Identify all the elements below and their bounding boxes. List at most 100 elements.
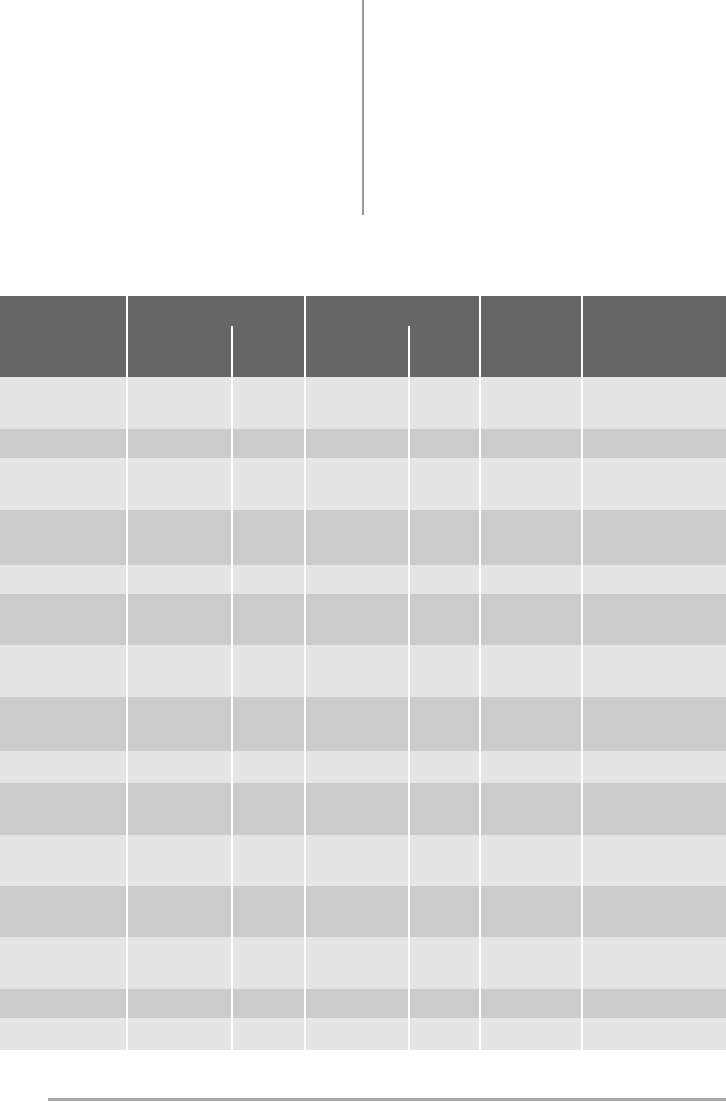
table-cell — [583, 697, 726, 751]
column-divider-line — [362, 0, 364, 215]
table-cell — [231, 429, 233, 458]
table-cell — [408, 565, 410, 594]
table-cell — [583, 937, 726, 989]
table-cell — [408, 594, 410, 645]
table-cell — [408, 1018, 410, 1050]
table-row — [0, 989, 726, 1018]
table-cell — [408, 783, 410, 835]
table-cell — [128, 1018, 304, 1050]
table-row — [0, 937, 726, 989]
table-cell — [583, 458, 726, 510]
table-cell — [231, 989, 233, 1018]
table-cell — [306, 458, 479, 510]
table-cell — [128, 989, 304, 1018]
table-cell — [583, 989, 726, 1018]
table-cell — [408, 510, 410, 565]
table-row — [0, 835, 726, 886]
table-row — [0, 783, 726, 835]
table-cell — [128, 645, 304, 697]
table-cell — [583, 886, 726, 937]
table-cell — [481, 1018, 581, 1050]
table-cell — [481, 989, 581, 1018]
table-cell — [481, 594, 581, 645]
table-row — [0, 886, 726, 937]
table-cell — [408, 989, 410, 1018]
data-table — [0, 296, 726, 1050]
table-row — [0, 565, 726, 594]
table-cell — [481, 429, 581, 458]
table-cell — [408, 697, 410, 751]
table-cell — [0, 458, 126, 510]
table-cell — [231, 458, 233, 510]
table-cell — [0, 989, 126, 1018]
header-cell — [306, 296, 479, 377]
table-cell — [306, 377, 479, 429]
table-row — [0, 429, 726, 458]
table-cell — [0, 886, 126, 937]
table-cell — [583, 751, 726, 783]
table-cell — [128, 594, 304, 645]
table-cell — [128, 510, 304, 565]
table-row — [0, 751, 726, 783]
table-cell — [408, 886, 410, 937]
table-cell — [128, 835, 304, 886]
table-cell — [306, 937, 479, 989]
table-cell — [231, 1018, 233, 1050]
table-cell — [408, 429, 410, 458]
table-cell — [0, 429, 126, 458]
table-cell — [128, 751, 304, 783]
table-cell — [231, 565, 233, 594]
table-row — [0, 377, 726, 429]
table-cell — [408, 835, 410, 886]
header-cell — [0, 296, 126, 377]
table-cell — [481, 937, 581, 989]
table-cell — [481, 645, 581, 697]
table-cell — [306, 783, 479, 835]
footer-rule — [48, 1098, 726, 1101]
table-cell — [231, 886, 233, 937]
header-cell — [128, 296, 304, 377]
table-cell — [0, 645, 126, 697]
table-cell — [0, 594, 126, 645]
table-cell — [583, 1018, 726, 1050]
table-cell — [0, 1018, 126, 1050]
table-cell — [583, 510, 726, 565]
table-cell — [306, 594, 479, 645]
table-cell — [128, 377, 304, 429]
header-subdivider — [231, 326, 233, 377]
table-cell — [0, 377, 126, 429]
table-cell — [231, 751, 233, 783]
table-cell — [481, 783, 581, 835]
table-cell — [408, 645, 410, 697]
table-cell — [408, 937, 410, 989]
table-cell — [231, 510, 233, 565]
table-header — [0, 296, 726, 377]
table-cell — [128, 937, 304, 989]
table-row — [0, 1018, 726, 1050]
table-cell — [231, 697, 233, 751]
table-cell — [0, 783, 126, 835]
table-cell — [0, 835, 126, 886]
table-cell — [481, 697, 581, 751]
table-cell — [583, 645, 726, 697]
table-row — [0, 645, 726, 697]
table-cell — [306, 751, 479, 783]
table-cell — [0, 697, 126, 751]
table-cell — [306, 697, 479, 751]
table-cell — [306, 565, 479, 594]
table-cell — [231, 377, 233, 429]
table-cell — [583, 594, 726, 645]
table-cell — [0, 751, 126, 783]
table-cell — [481, 886, 581, 937]
table-row — [0, 458, 726, 510]
table-row — [0, 697, 726, 751]
table-cell — [306, 645, 479, 697]
table-cell — [128, 697, 304, 751]
table-cell — [306, 835, 479, 886]
table-cell — [481, 458, 581, 510]
table-cell — [0, 565, 126, 594]
table-cell — [128, 565, 304, 594]
table-cell — [481, 751, 581, 783]
table-cell — [583, 835, 726, 886]
table-row — [0, 510, 726, 565]
